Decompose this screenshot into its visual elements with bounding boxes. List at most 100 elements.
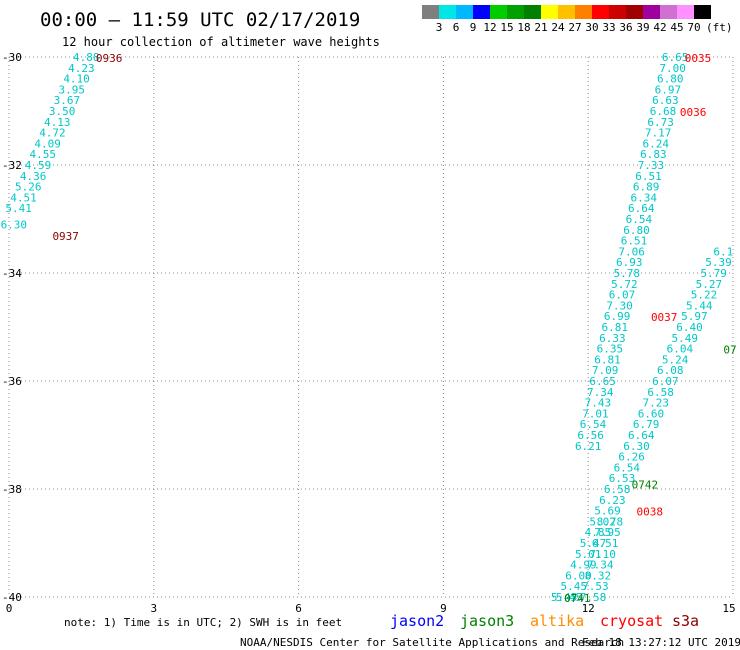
color-scale-label: 39 <box>636 21 649 34</box>
color-swatch <box>643 5 660 19</box>
color-scale-label: 36 <box>619 21 632 34</box>
pass-label: 0036 <box>680 106 707 119</box>
legend-entry-jason2: jason2 <box>390 612 444 630</box>
wave-height-value: 4.99 <box>570 559 597 572</box>
wave-height-value: 5.02 <box>589 515 616 528</box>
color-scale-unit: (ft) <box>706 21 733 34</box>
pass-label: 0937 <box>52 230 79 243</box>
wave-height-value: 5.97 <box>681 310 708 323</box>
color-swatch <box>507 5 524 19</box>
color-scale-label: 45 <box>670 21 683 34</box>
color-swatch <box>456 5 473 19</box>
color-swatch <box>660 5 677 19</box>
color-scale-label: 27 <box>568 21 581 34</box>
axis-ticks: 0 3 6 9 12 15 -30 -32 -34 -36 -38 -40 <box>2 51 736 615</box>
wave-height-value: 6.80 <box>657 73 684 86</box>
wave-height-value: 6.64 <box>628 202 655 215</box>
wave-height-value: 4.09 <box>34 137 61 150</box>
wave-height-value: 5.01 <box>575 548 602 561</box>
wave-height-value: 5.78 <box>614 267 641 280</box>
wave-height-value: 6.30 <box>1 218 28 231</box>
wave-height-value: 4.51 <box>10 191 37 204</box>
wave-height-value: 5.22 <box>691 289 718 302</box>
color-scale-label: 18 <box>517 21 530 34</box>
color-scale-label: 70 <box>687 21 700 34</box>
legend-entry-cryosat: cryosat <box>600 612 663 630</box>
color-swatch <box>422 5 439 19</box>
wave-height-value: 4.88 <box>73 51 100 64</box>
y-tick-label: -40 <box>2 591 22 604</box>
wave-height-value: 7.43 <box>585 397 612 410</box>
color-scale-label: 42 <box>653 21 666 34</box>
wave-height-value: 5.24 <box>662 353 689 366</box>
wave-height-value: 7.10 <box>589 548 616 561</box>
wave-height-value: 5.69 <box>594 505 621 518</box>
wave-height-value: 5.72 <box>611 278 638 291</box>
wave-height-value: 6.68 <box>650 105 677 118</box>
wave-height-value: 5.39 <box>705 256 732 269</box>
wave-height-value: 7.34 <box>587 386 614 399</box>
footnote: note: 1) Time is in UTC; 2) SWH is in fe… <box>64 616 342 629</box>
wave-height-value: 7.30 <box>606 299 633 312</box>
plot-grid <box>8 56 734 598</box>
wave-height-value: 5.44 <box>686 299 713 312</box>
wave-height-value: 7.01 <box>582 407 609 420</box>
wave-height-value: 6.65 <box>662 51 689 64</box>
wave-height-value: 7.33 <box>638 159 665 172</box>
color-scale-label: 30 <box>585 21 598 34</box>
wave-height-value: 4.72 <box>39 127 66 140</box>
color-swatch <box>439 5 456 19</box>
y-tick-label: -32 <box>2 159 22 172</box>
wave-height-value: 6.21 <box>575 440 602 453</box>
wave-height-value: 6.93 <box>616 256 643 269</box>
wave-height-value: 4.10 <box>63 73 90 86</box>
wave-height-value: 6.97 <box>655 83 682 96</box>
wave-height-value: 6.08 <box>657 364 684 377</box>
wave-height-value: 3.50 <box>49 105 76 118</box>
wave-height-value: 6.81 <box>601 321 628 334</box>
x-tick-label: 12 <box>582 602 595 615</box>
wave-height-value: 6.58 <box>647 386 674 399</box>
wave-height-value: 7.00 <box>659 62 686 75</box>
wave-height-value: 6.23 <box>599 494 626 507</box>
y-tick-label: -38 <box>2 483 22 496</box>
color-swatch <box>541 5 558 19</box>
timestamp-text: Feb 18 13:27:12 UTC 2019 <box>582 636 740 649</box>
color-swatch <box>694 5 711 19</box>
wave-height-value: 5.79 <box>700 267 727 280</box>
wave-height-value: 6.04 <box>667 343 694 356</box>
wave-height-value: 3.95 <box>58 83 85 96</box>
color-swatch <box>592 5 609 19</box>
y-tick-label: -36 <box>2 375 22 388</box>
wave-height-value: 4.36 <box>20 170 47 183</box>
color-swatch <box>626 5 643 19</box>
color-swatch <box>473 5 490 19</box>
wave-height-value: 6.65 <box>589 375 616 388</box>
wave-height-value: 6.51 <box>635 170 662 183</box>
wave-height-value: 6.80 <box>623 224 650 237</box>
x-tick-label: 3 <box>150 602 157 615</box>
pass-label: 0742 <box>632 479 659 492</box>
wave-height-value: 6.73 <box>647 116 674 129</box>
wave-height-value: 6.24 <box>643 137 670 150</box>
color-scale-label: 9 <box>470 21 477 34</box>
wave-height-value: 5.45 <box>551 591 578 604</box>
pass-label: 0936 <box>96 52 123 65</box>
wave-height-value: 6.53 <box>609 472 636 485</box>
wave-height-value: 6.30 <box>623 440 650 453</box>
wave-height-value: 4.85 <box>585 526 612 539</box>
legend-entry-s3a: s3a <box>672 612 699 630</box>
wave-height-value: 5.45 <box>560 580 587 593</box>
color-scale-label: 12 <box>483 21 496 34</box>
wave-height-value: 6.1 <box>713 245 733 258</box>
color-scale-label: 24 <box>551 21 565 34</box>
wave-height-value: 5.47 <box>580 537 607 550</box>
wave-height-value: 5.49 <box>671 332 698 345</box>
pass-label: 0038 <box>636 506 663 519</box>
wave-height-value: 6.35 <box>597 343 624 356</box>
satellite-legend: jason2 jason3 altika cryosat s3a <box>390 612 699 630</box>
chart-title: 00:00 — 11:59 UTC 02/17/2019 <box>40 9 360 31</box>
legend-entry-jason3: jason3 <box>460 612 514 630</box>
wave-height-value: 5.26 <box>15 181 42 194</box>
